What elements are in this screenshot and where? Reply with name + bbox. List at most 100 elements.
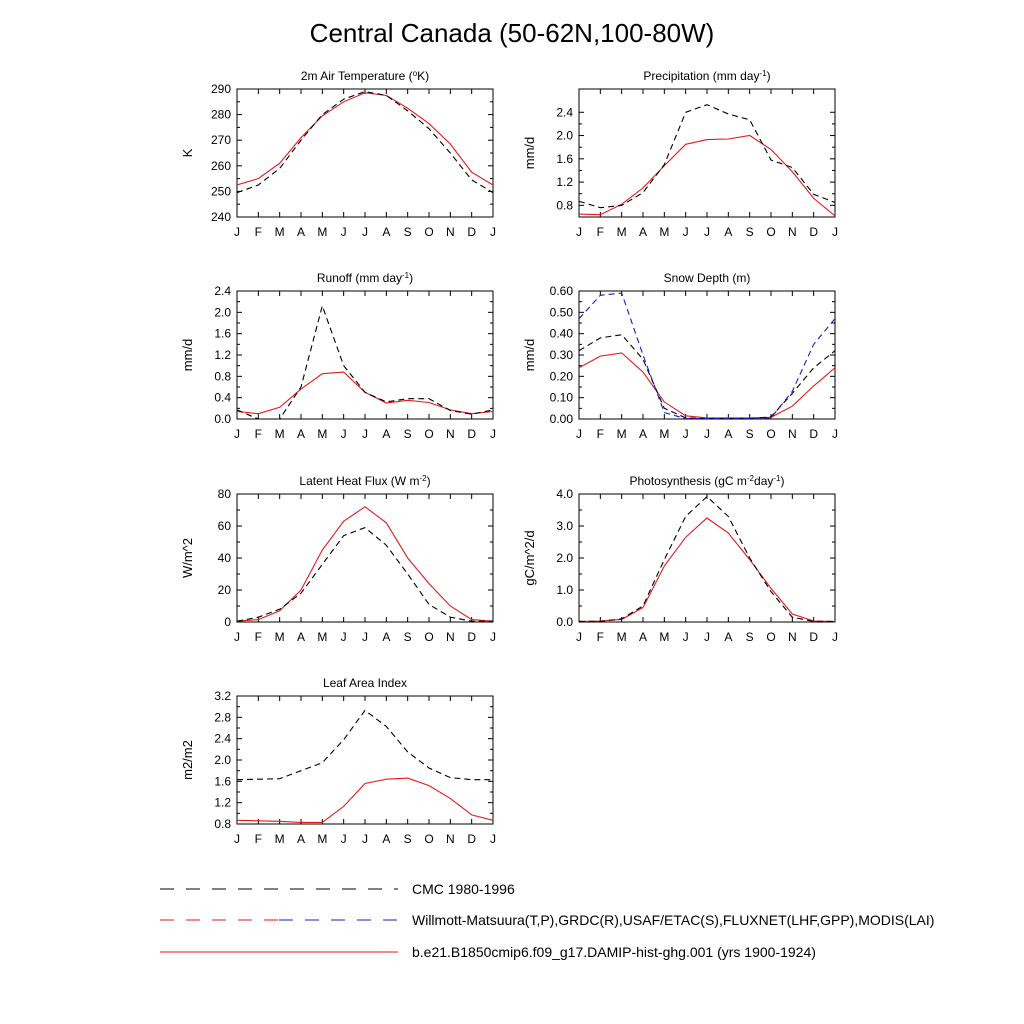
x-tick-label: F	[255, 225, 262, 239]
y-axis-label: W/m^2	[180, 538, 195, 578]
x-tick-label: J	[490, 225, 496, 239]
x-tick-label: S	[404, 630, 412, 644]
series-line-dash-black	[579, 495, 835, 622]
y-tick-label: 1.6	[214, 774, 231, 788]
y-tick-label: 0.0	[214, 412, 231, 426]
x-tick-label: N	[788, 630, 797, 644]
series-line-dash-blue	[579, 292, 835, 419]
x-tick-label: J	[683, 427, 689, 441]
x-tick-label: N	[446, 832, 455, 846]
y-tick-label: 40	[218, 551, 232, 565]
series-line-solid-red	[237, 506, 493, 622]
x-tick-label: J	[490, 427, 496, 441]
series-group	[237, 91, 493, 194]
series-line-dash-black	[579, 334, 835, 419]
panel-title: Photosynthesis (gC m-2day-1)	[630, 474, 785, 488]
x-tick-label: J	[341, 832, 347, 846]
y-tick-label: 0.0	[556, 615, 573, 629]
x-tick-label: A	[639, 630, 647, 644]
y-tick-label: 0.20	[550, 369, 574, 383]
panel-title: 2m Air Temperature (oK)	[301, 69, 429, 83]
series-group	[579, 292, 835, 419]
legend-entry: b.e21.B1850cmip6.f09_g17.DAMIP-hist-ghg.…	[160, 944, 816, 960]
y-tick-label: 0.8	[214, 817, 231, 831]
x-tick-label: J	[832, 427, 838, 441]
x-tick-label: J	[704, 427, 710, 441]
x-tick-label: J	[362, 427, 368, 441]
series-line-solid-red	[579, 134, 835, 217]
y-tick-label: 1.2	[556, 175, 573, 189]
x-tick-label: A	[382, 427, 390, 441]
series-line-dash-black	[237, 91, 493, 194]
y-tick-label: 1.6	[556, 152, 573, 166]
y-tick-label: 0.10	[550, 391, 574, 405]
figure-title: Central Canada (50-62N,100-80W)	[309, 18, 715, 48]
x-tick-label: A	[724, 225, 732, 239]
x-tick-label: D	[467, 427, 476, 441]
x-tick-label: F	[597, 630, 604, 644]
x-tick-label: A	[639, 427, 647, 441]
x-tick-label: N	[446, 630, 455, 644]
chart-panel-6: J F M A M J J A S O N D J0.01.02.03.04.0Photosynthes…	[522, 474, 838, 644]
y-tick-label: 2.0	[556, 129, 573, 143]
legend: CMC 1980-1996 Willmott-Matsuura(T,P),GRDC…	[160, 881, 934, 960]
x-tick-label: M	[659, 427, 669, 441]
x-tick-label: J	[832, 630, 838, 644]
x-tick-label: O	[424, 225, 433, 239]
y-tick-label: 2.4	[556, 105, 573, 119]
x-tick-label: A	[724, 427, 732, 441]
x-tick-label: J	[490, 630, 496, 644]
plot-frame	[578, 88, 836, 218]
x-tick-label: J	[576, 427, 582, 441]
x-tick-label: O	[766, 225, 775, 239]
series-line-solid-red	[237, 777, 493, 823]
y-tick-label: 240	[211, 210, 231, 224]
x-tick-label: J	[341, 225, 347, 239]
chart-panel-4: J F M A M J J A S O N D J0.000.100.200.300.400.500.6…	[522, 271, 838, 441]
panel-title: Snow Depth (m)	[664, 271, 751, 285]
panel-title: Precipitation (mm day-1)	[643, 69, 770, 83]
series-group	[237, 709, 493, 823]
legend-label: CMC 1980-1996	[412, 881, 515, 897]
series-group	[237, 304, 493, 419]
y-tick-label: 250	[211, 184, 231, 198]
x-tick-label: J	[341, 427, 347, 441]
y-axis-label: m2/m2	[180, 740, 195, 780]
y-axis-label: gC/m^2/d	[522, 530, 537, 585]
chart-panel-2: J F M A M J J A S O N D J0.81.21.62.02.4Precipitatio…	[522, 69, 838, 239]
x-tick-label: N	[788, 225, 797, 239]
y-tick-label: 290	[211, 82, 231, 96]
x-tick-label: J	[683, 630, 689, 644]
y-tick-label: 4.0	[556, 487, 573, 501]
x-tick-label: M	[317, 832, 327, 846]
y-tick-label: 1.2	[214, 796, 231, 810]
x-tick-label: D	[467, 225, 476, 239]
y-tick-label: 2.0	[214, 753, 231, 767]
x-tick-label: J	[704, 225, 710, 239]
x-tick-label: A	[297, 630, 305, 644]
y-tick-label: 0.60	[550, 284, 574, 298]
x-tick-label: D	[809, 427, 818, 441]
x-tick-label: M	[317, 427, 327, 441]
y-tick-label: 0.50	[550, 305, 574, 319]
x-tick-label: A	[724, 630, 732, 644]
x-tick-label: S	[746, 225, 754, 239]
plot-frame	[236, 695, 494, 825]
x-tick-label: D	[809, 225, 818, 239]
x-tick-label: S	[404, 427, 412, 441]
x-tick-label: F	[255, 832, 262, 846]
x-tick-label: D	[467, 630, 476, 644]
x-tick-label: S	[404, 225, 412, 239]
y-axis-label: mm/d	[522, 339, 537, 372]
x-tick-label: D	[809, 630, 818, 644]
y-tick-label: 0	[224, 615, 231, 629]
legend-entry: Willmott-Matsuura(T,P),GRDC(R),USAF/ETAC…	[160, 912, 934, 928]
x-tick-label: J	[362, 832, 368, 846]
x-tick-label: D	[467, 832, 476, 846]
y-tick-label: 0.8	[556, 198, 573, 212]
x-tick-label: M	[617, 630, 627, 644]
panel-title: Runoff (mm day-1)	[317, 271, 413, 285]
y-tick-label: 1.0	[556, 583, 573, 597]
